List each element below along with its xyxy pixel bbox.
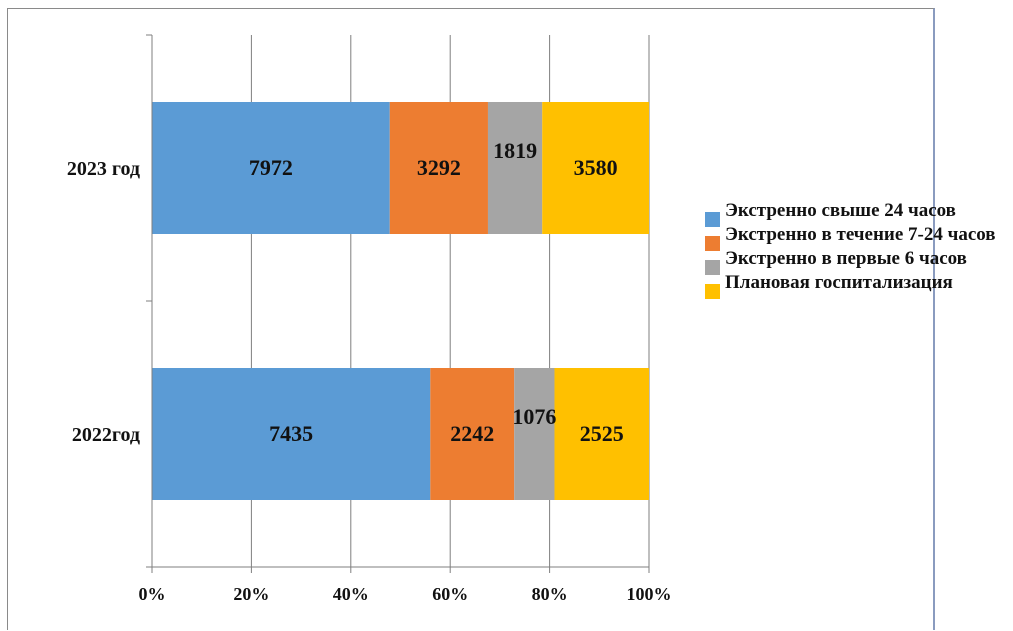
data-label: 1819 <box>493 138 537 163</box>
x-tick-label: 60% <box>432 584 468 604</box>
x-tick-label: 20% <box>233 584 269 604</box>
legend-item-planned-hospitalization: Плановая госпитализация <box>705 272 1005 299</box>
x-tick-label: 0% <box>139 584 166 604</box>
x-tick-label: 40% <box>333 584 369 604</box>
axis-layer: 0% 20% 40% 60% 80% 100% 2023 год 2022год <box>67 34 672 604</box>
bar-segment <box>152 368 431 500</box>
legend-label: Экстренно в течение 7-24 часов <box>725 224 996 245</box>
data-label: 7972 <box>249 155 293 180</box>
legend-swatch <box>705 260 720 275</box>
x-tick-label: 100% <box>627 584 672 604</box>
legend-item-emergency-over-24h: Экстренно свыше 24 часов <box>705 200 1005 227</box>
x-tick-label: 80% <box>532 584 568 604</box>
legend-item-emergency-7-24h: Экстренно в течение 7-24 часов <box>705 224 1005 251</box>
legend-swatch <box>705 212 720 227</box>
legend-swatch <box>705 236 720 251</box>
legend-item-emergency-first-6h: Экстренно в первые 6 часов <box>705 248 1005 275</box>
bar-segment <box>514 368 555 500</box>
data-label: 7435 <box>269 421 313 446</box>
bar-layer <box>152 102 649 500</box>
bar-segment <box>554 368 649 500</box>
data-label: 3292 <box>417 155 461 180</box>
data-label: 2525 <box>580 421 624 446</box>
bar-segment <box>152 102 390 234</box>
legend-label: Плановая госпитализация <box>725 272 953 293</box>
chart-frame <box>7 8 935 630</box>
bar-segment <box>430 368 515 500</box>
bar-segment <box>542 102 649 234</box>
y-category-label: 2022год <box>72 424 140 446</box>
legend: Экстренно свыше 24 часов Экстренно в теч… <box>705 200 1005 299</box>
label-layer: 7972 3292 1819 3580 7435 2242 1076 2525 <box>249 138 624 446</box>
legend-label: Экстренно в первые 6 часов <box>725 248 967 269</box>
data-label: 3580 <box>574 155 618 180</box>
bar-segment <box>389 102 488 234</box>
data-label: 1076 <box>512 404 556 429</box>
bar-segment <box>487 102 543 234</box>
legend-swatch <box>705 284 720 299</box>
data-label: 2242 <box>450 421 494 446</box>
y-category-label: 2023 год <box>67 158 140 180</box>
legend-label: Экстренно свыше 24 часов <box>725 200 956 221</box>
